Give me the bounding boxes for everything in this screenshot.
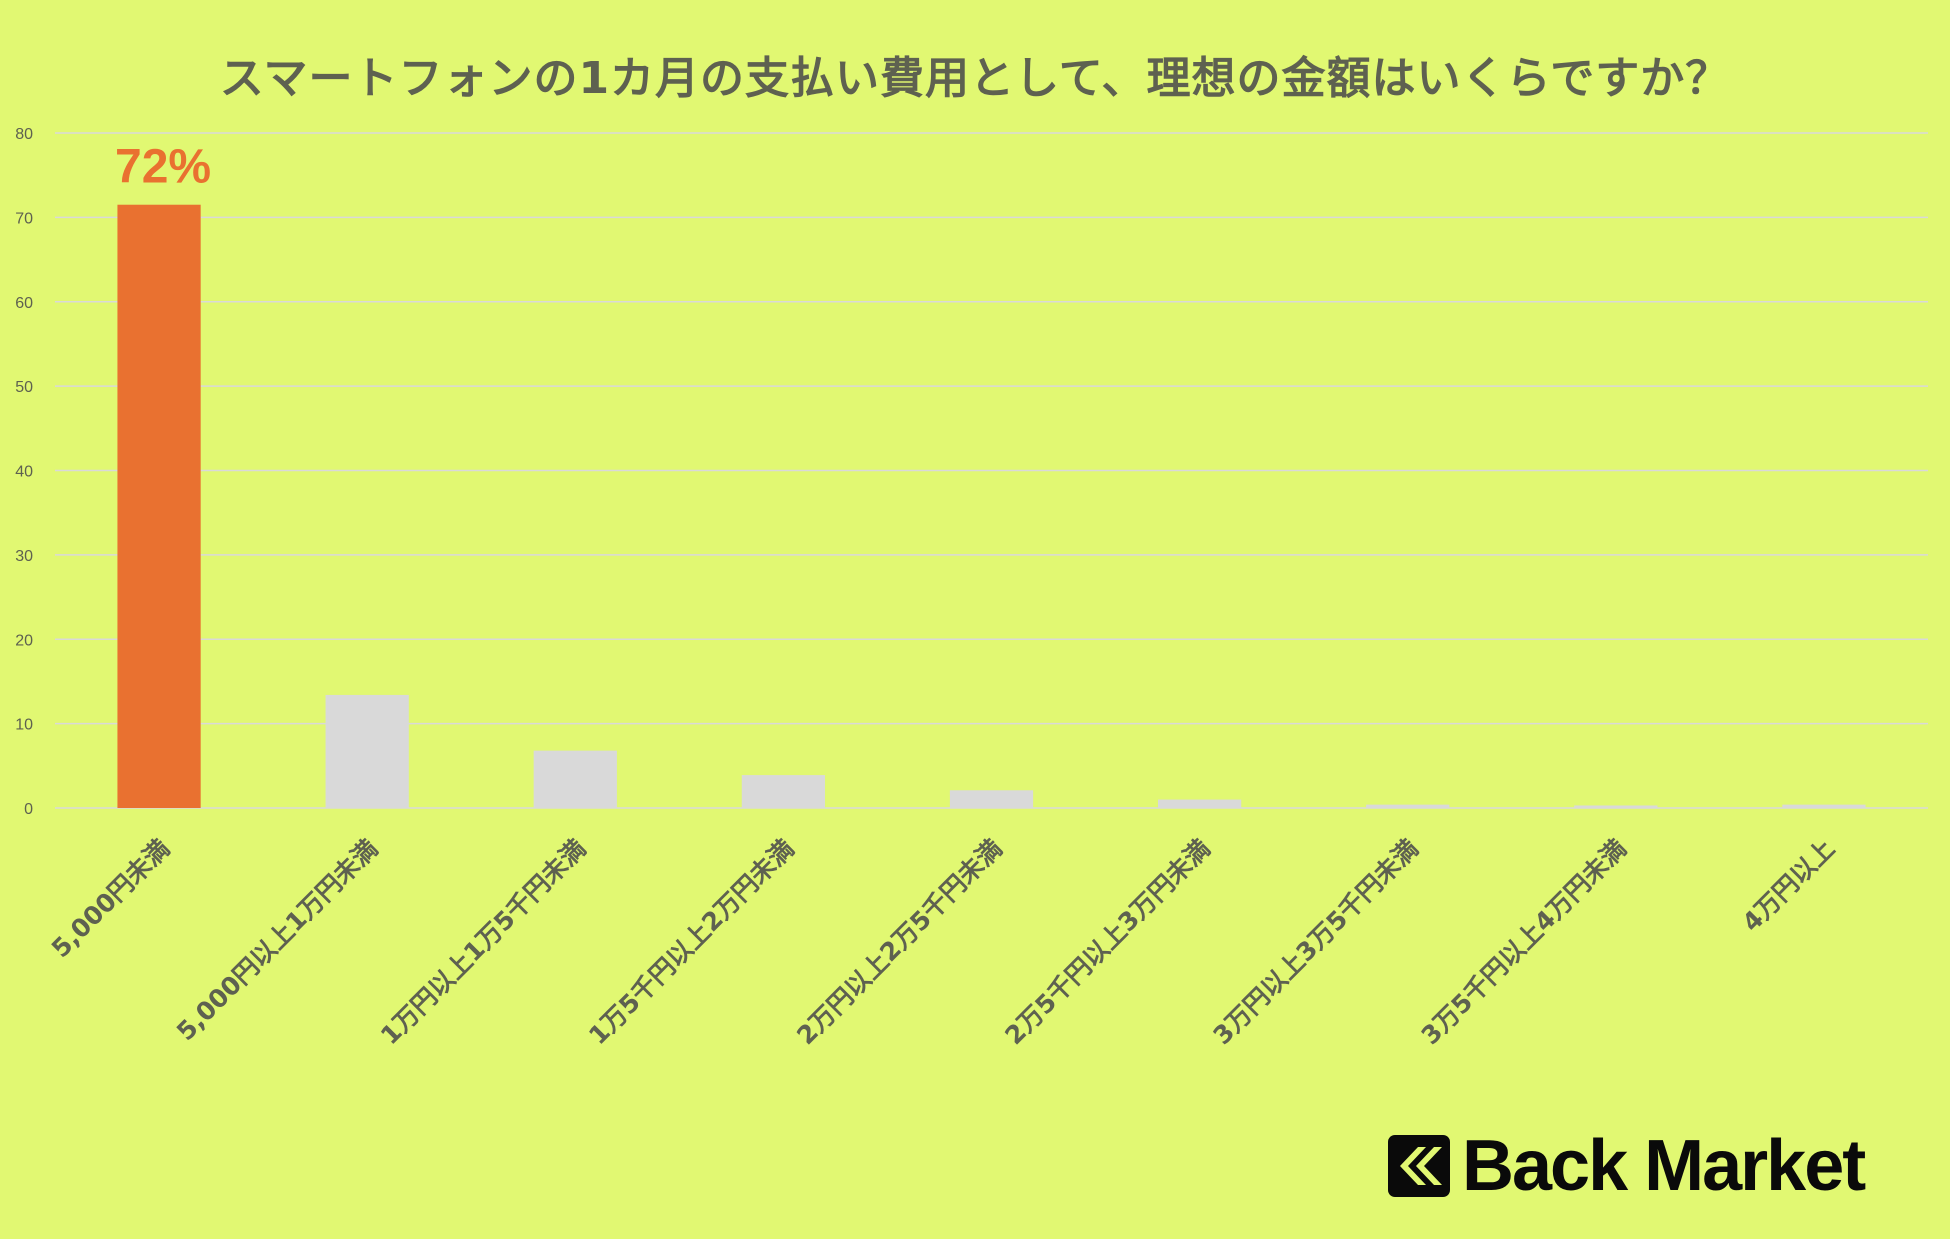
bar (1782, 804, 1866, 808)
x-tick-label: 3万円以上3万5千円未満 (1207, 834, 1424, 1051)
y-tick-label: 70 (15, 210, 33, 227)
y-tick-label: 0 (24, 801, 33, 818)
x-tick-label: 4万円以上 (1737, 834, 1841, 938)
back-market-chevron-icon (1388, 1135, 1450, 1197)
bar (1157, 799, 1242, 808)
x-tick-label: 1万5千円以上2万円未満 (583, 834, 800, 1051)
bar (325, 694, 409, 808)
back-market-logo: Back Market (1388, 1126, 1866, 1206)
data-label: 72% (115, 141, 211, 194)
x-tick-label: 2万5千円以上3万円未満 (999, 834, 1216, 1051)
x-tick-label: 2万円以上2万5千円未満 (791, 834, 1008, 1051)
y-tick-label: 80 (15, 126, 33, 143)
y-tick-label: 20 (15, 632, 33, 649)
y-tick-label: 40 (15, 464, 33, 481)
y-tick-label: 60 (15, 295, 33, 312)
y-tick-label: 30 (15, 548, 33, 565)
bar (117, 204, 201, 808)
x-tick-label: 5,000円未満 (46, 834, 175, 963)
bar (949, 790, 1034, 808)
y-tick-label: 50 (15, 379, 33, 396)
chart-title: スマートフォンの1カ月の支払い費用として、理想の金額はいくらですか？ (219, 53, 1731, 104)
x-tick-label: 3万5千円以上4万円未満 (1416, 834, 1633, 1051)
bar (533, 750, 617, 808)
bar (741, 775, 826, 808)
bar (1574, 805, 1658, 808)
x-tick-label: 5,000円以上1万円未満 (171, 834, 383, 1046)
logo-text: Back Market (1462, 1126, 1866, 1206)
bar (1366, 804, 1450, 808)
y-tick-label: 10 (15, 717, 33, 734)
x-tick-label: 1万円以上1万5千円未満 (375, 834, 592, 1051)
